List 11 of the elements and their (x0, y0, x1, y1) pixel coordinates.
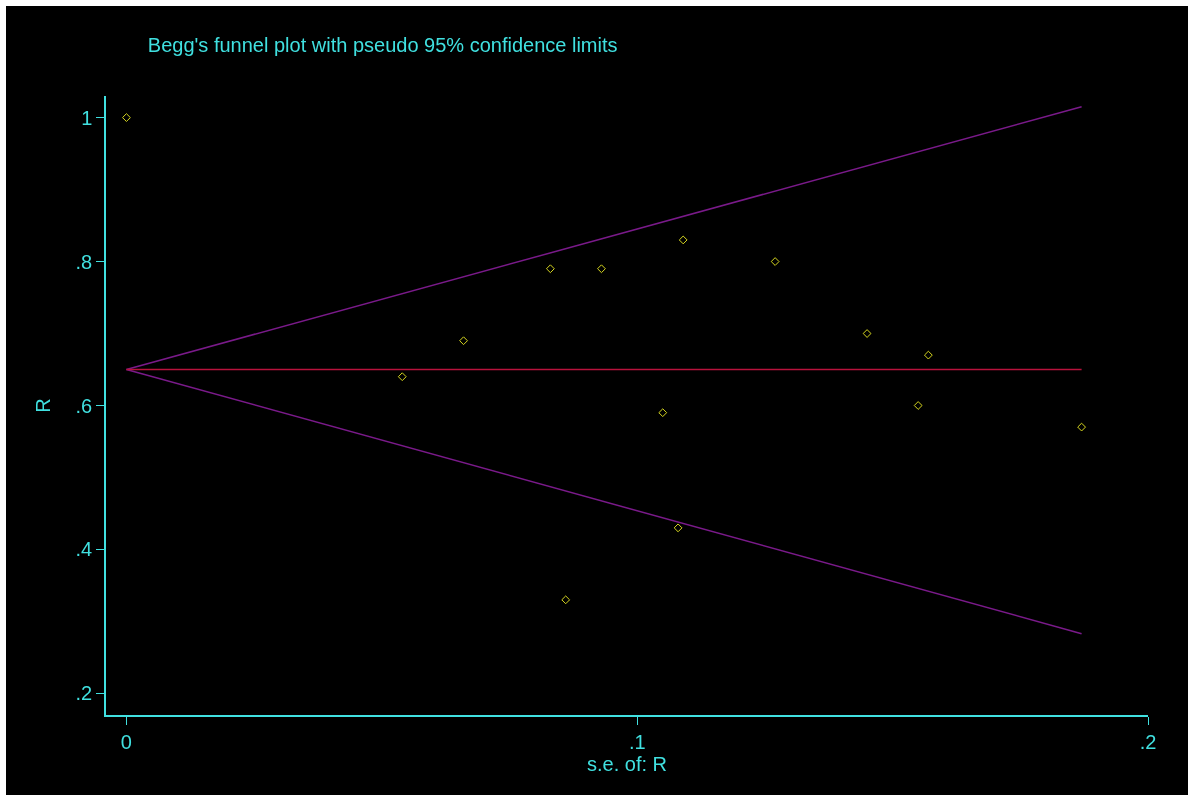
x-tick-label: .1 (628, 730, 646, 753)
y-tick-label: .6 (75, 394, 93, 417)
y-tick-label: .8 (75, 250, 93, 273)
y-tick-label: .4 (75, 538, 93, 561)
y-axis-title: R (31, 398, 54, 413)
y-tick-label: .2 (75, 682, 93, 705)
y-tick-label: 1 (81, 106, 93, 129)
x-tick-label: 0 (120, 730, 132, 753)
chart-title: Begg's funnel plot with pseudo 95% confidence limits (147, 33, 618, 56)
x-axis-title: s.e. of: R (586, 752, 668, 775)
x-tick-label: .2 (1139, 730, 1157, 753)
